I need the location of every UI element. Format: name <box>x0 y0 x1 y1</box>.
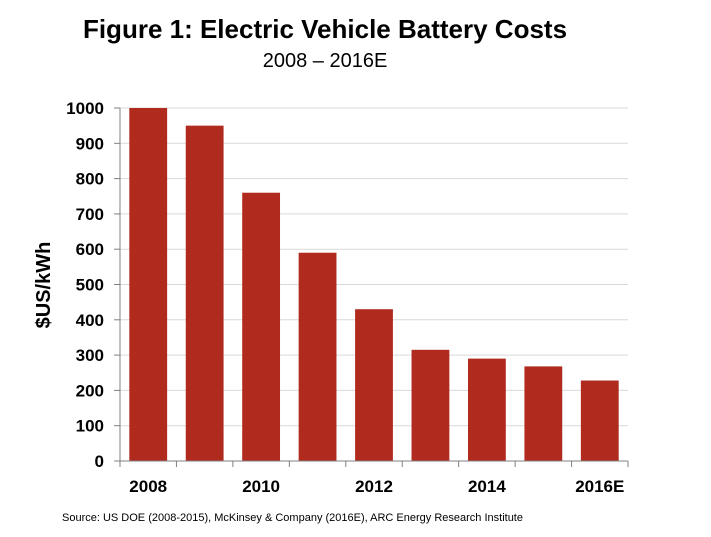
y-tick-label: 100 <box>76 417 104 436</box>
x-tick-label: 2010 <box>242 477 280 496</box>
axes <box>114 107 629 467</box>
x-tick-label: 2014 <box>468 477 506 496</box>
source-note: Source: US DOE (2008-2015), McKinsey & C… <box>62 512 523 524</box>
chart-title: Figure 1: Electric Vehicle Battery Costs <box>82 14 568 44</box>
y-tick-label: 200 <box>76 381 104 400</box>
y-tick-label: 800 <box>76 170 104 189</box>
chart-subtitle: 2008 – 2016E <box>262 50 388 72</box>
y-tick-label: 700 <box>76 205 104 224</box>
y-tick-label: 0 <box>95 452 104 471</box>
y-axis-label: $US/kWh <box>33 242 55 329</box>
bars <box>129 108 619 462</box>
bar-2009 <box>185 125 224 462</box>
bar-2008 <box>129 108 168 461</box>
bar-2012 <box>355 309 393 461</box>
tick-labels: 0 100 200 300 400 500 600 700 800 900 1000 2008 2010… <box>66 99 624 496</box>
y-tick-label: 900 <box>76 134 104 153</box>
x-tick-label: 2016E <box>575 477 624 496</box>
y-tick-label: 300 <box>76 346 104 365</box>
y-tick-label: 400 <box>76 311 104 330</box>
y-tick-label: 500 <box>76 276 104 295</box>
bar-2015 <box>524 366 563 461</box>
bar-2010 <box>242 192 281 461</box>
y-tick-label: 600 <box>76 240 104 259</box>
y-tick-label: 1000 <box>66 99 104 118</box>
bar-2011 <box>298 252 337 461</box>
x-tick-label: 2008 <box>129 477 167 496</box>
bar-2013 <box>411 349 450 461</box>
bar-2016E <box>580 380 619 461</box>
bar-2014 <box>467 358 506 461</box>
x-tick-label: 2012 <box>355 477 393 496</box>
